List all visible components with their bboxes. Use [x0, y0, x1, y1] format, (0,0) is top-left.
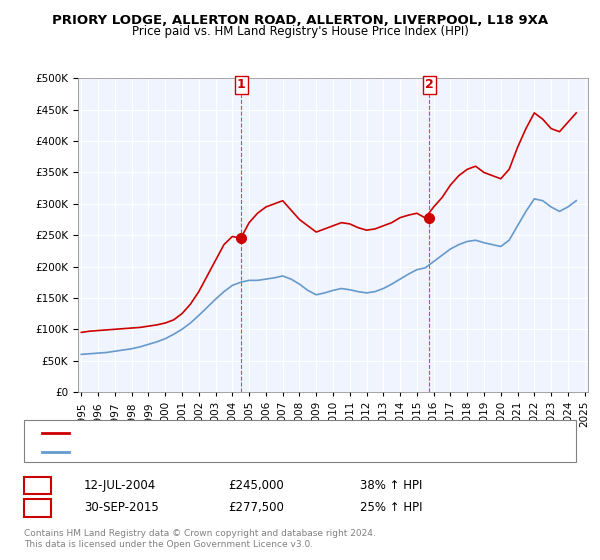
- Text: 30-SEP-2015: 30-SEP-2015: [84, 501, 159, 515]
- Text: This data is licensed under the Open Government Licence v3.0.: This data is licensed under the Open Gov…: [24, 540, 313, 549]
- Text: £245,000: £245,000: [228, 479, 284, 492]
- Text: Contains HM Land Registry data © Crown copyright and database right 2024.: Contains HM Land Registry data © Crown c…: [24, 529, 376, 538]
- Text: 2: 2: [33, 501, 41, 515]
- Text: 2: 2: [425, 78, 434, 91]
- Text: PRIORY LODGE, ALLERTON ROAD, ALLERTON, LIVERPOOL, L18 9XA: PRIORY LODGE, ALLERTON ROAD, ALLERTON, L…: [52, 14, 548, 27]
- Text: PRIORY LODGE, ALLERTON ROAD, ALLERTON, LIVERPOOL, L18 9XA (detached house): PRIORY LODGE, ALLERTON ROAD, ALLERTON, L…: [72, 427, 487, 437]
- Text: Price paid vs. HM Land Registry's House Price Index (HPI): Price paid vs. HM Land Registry's House …: [131, 25, 469, 38]
- Text: 12-JUL-2004: 12-JUL-2004: [84, 479, 156, 492]
- Text: 25% ↑ HPI: 25% ↑ HPI: [360, 501, 422, 515]
- Text: 1: 1: [33, 479, 41, 492]
- Text: 38% ↑ HPI: 38% ↑ HPI: [360, 479, 422, 492]
- Text: 1: 1: [237, 78, 246, 91]
- Text: £277,500: £277,500: [228, 501, 284, 515]
- Text: HPI: Average price, detached house, Liverpool: HPI: Average price, detached house, Live…: [72, 446, 298, 456]
